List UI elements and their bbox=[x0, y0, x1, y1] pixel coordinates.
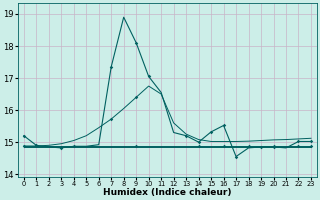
X-axis label: Humidex (Indice chaleur): Humidex (Indice chaleur) bbox=[103, 188, 232, 197]
